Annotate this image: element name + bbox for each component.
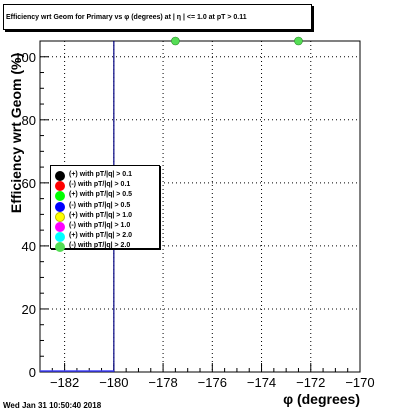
chart-title: Efficiency wrt Geom for Primary vs φ (de… — [3, 4, 312, 30]
y-tick-label: 40 — [22, 239, 36, 254]
legend-marker — [55, 201, 65, 212]
x-tick-label: −178 — [148, 375, 177, 390]
legend-label: (-) with pT/|q| > 2.0 — [69, 242, 131, 250]
legend-entry: (-) with pT/|q| > 0.1 — [51, 180, 159, 192]
data-point — [171, 36, 180, 46]
legend-entry: (+) with pT/|q| > 0.5 — [51, 190, 159, 202]
legend: (+) with pT/|q| > 0.1 (-) with pT/|q| > 0… — [50, 165, 160, 253]
legend-marker — [55, 211, 65, 222]
legend-label: (-) with pT/|q| > 1.0 — [69, 222, 131, 229]
y-tick-label: 20 — [22, 302, 36, 317]
data-point — [294, 36, 303, 46]
y-tick-label: 60 — [22, 176, 36, 191]
x-tick-label: −182 — [50, 375, 79, 390]
x-tick-label: −180 — [99, 375, 128, 390]
legend-entry: (-) with pT/|q| > 2.0 — [51, 241, 159, 253]
x-tick-label: −170 — [345, 375, 374, 390]
legend-marker — [55, 191, 65, 202]
legend-label: (+) with pT/|q| > 0.5 — [69, 191, 133, 199]
y-tick-label: 100 — [14, 50, 36, 65]
legend-entry: (+) with pT/|q| > 2.0 — [51, 231, 159, 243]
y-tick-label: 80 — [22, 113, 36, 128]
legend-label: (-) with pT/|q| > 0.1 — [69, 181, 131, 189]
legend-entry: (+) with pT/|q| > 0.1 — [51, 170, 159, 181]
legend-marker — [55, 171, 65, 181]
legend-entry: (-) with pT/|q| > 1.0 — [51, 221, 159, 232]
legend-marker — [55, 232, 65, 243]
legend-entry: (+) with pT/|q| > 1.0 — [51, 211, 159, 222]
legend-label: (+) with pT/|q| > 1.0 — [69, 211, 133, 219]
legend-label: (-) with pT/|q| > 0.5 — [69, 201, 131, 209]
y-tick-label: 0 — [29, 365, 36, 380]
x-tick-label: −176 — [198, 375, 227, 390]
timestamp: Wed Jan 31 10:50:40 2018 — [3, 401, 102, 410]
x-tick-label: −174 — [247, 375, 276, 390]
x-tick-label: −172 — [296, 375, 325, 390]
y-axis-label: Efficiency wrt Geom (%) — [8, 52, 24, 214]
legend-entry: (-) with pT/|q| > 0.5 — [51, 201, 159, 212]
legend-marker — [55, 181, 65, 192]
legend-label: (+) with pT/|q| > 2.0 — [69, 232, 133, 240]
legend-marker — [55, 242, 65, 253]
x-axis-label: φ (degrees) — [283, 391, 360, 407]
legend-marker — [55, 222, 65, 232]
legend-label: (+) with pT/|q| > 0.1 — [69, 171, 133, 178]
